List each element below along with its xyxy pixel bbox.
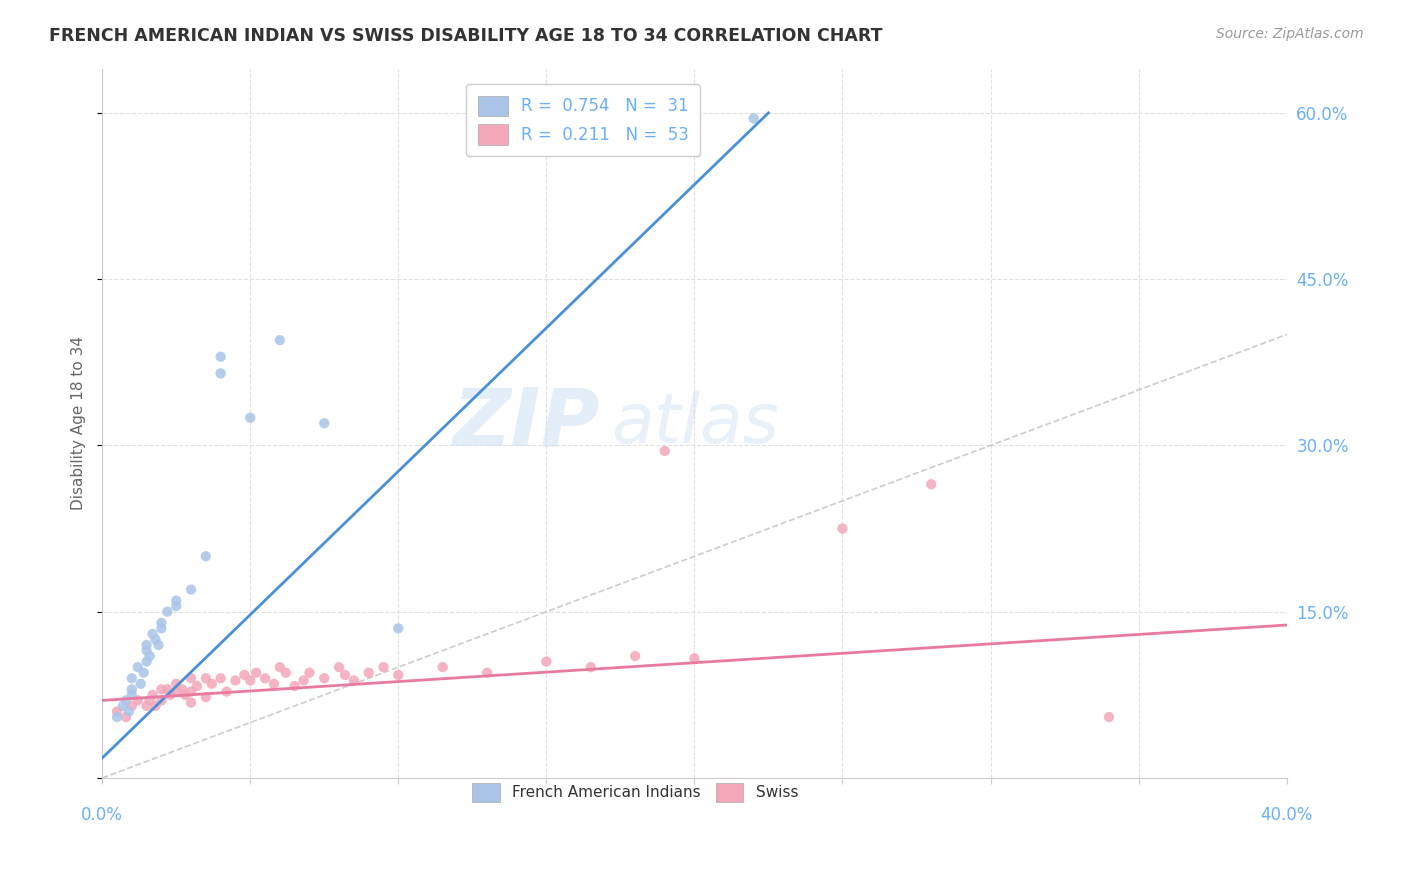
Point <box>357 665 380 680</box>
Point <box>127 660 149 674</box>
Point <box>284 679 307 693</box>
Point <box>156 605 179 619</box>
Point <box>373 660 395 674</box>
Point <box>239 410 262 425</box>
Point <box>156 682 179 697</box>
Text: 0.0%: 0.0% <box>82 806 124 824</box>
Point <box>263 677 285 691</box>
Point <box>105 705 128 719</box>
Point <box>579 660 602 674</box>
Point <box>145 698 167 713</box>
Point <box>314 671 336 685</box>
Point <box>135 698 157 713</box>
Text: atlas: atlas <box>612 390 779 457</box>
Point <box>121 682 143 697</box>
Point <box>343 673 366 688</box>
Text: FRENCH AMERICAN INDIAN VS SWISS DISABILITY AGE 18 TO 34 CORRELATION CHART: FRENCH AMERICAN INDIAN VS SWISS DISABILI… <box>49 27 883 45</box>
Point <box>121 671 143 685</box>
Text: 40.0%: 40.0% <box>1260 806 1313 824</box>
Point <box>1098 710 1121 724</box>
Point <box>135 643 157 657</box>
Point <box>172 682 194 697</box>
Point <box>118 705 141 719</box>
Point <box>333 668 356 682</box>
Point <box>135 655 157 669</box>
Point <box>150 693 173 707</box>
Point <box>328 660 350 674</box>
Point <box>233 668 256 682</box>
Point <box>165 677 187 691</box>
Point <box>194 690 217 704</box>
Point <box>180 696 202 710</box>
Point <box>129 677 152 691</box>
Point <box>831 522 853 536</box>
Point <box>115 693 138 707</box>
Point <box>624 648 647 663</box>
Point <box>239 673 262 688</box>
Point <box>209 350 232 364</box>
Point <box>432 660 454 674</box>
Point <box>121 688 143 702</box>
Point <box>314 417 336 431</box>
Point <box>194 549 217 564</box>
Point <box>292 673 315 688</box>
Point <box>145 632 167 647</box>
Point <box>150 682 173 697</box>
Point <box>536 655 558 669</box>
Point <box>105 710 128 724</box>
Point <box>274 665 297 680</box>
Point <box>135 638 157 652</box>
Legend: French American Indians, Swiss: French American Indians, Swiss <box>464 775 806 809</box>
Point <box>180 582 202 597</box>
Point <box>201 677 224 691</box>
Point <box>138 648 160 663</box>
Point <box>298 665 321 680</box>
Point <box>138 693 160 707</box>
Point <box>159 688 181 702</box>
Point <box>683 651 706 665</box>
Point <box>165 684 187 698</box>
Point <box>387 621 409 635</box>
Point <box>150 615 173 630</box>
Point <box>180 684 202 698</box>
Point <box>254 671 277 685</box>
Point <box>215 684 238 698</box>
Text: Source: ZipAtlas.com: Source: ZipAtlas.com <box>1216 27 1364 41</box>
Point <box>127 693 149 707</box>
Point <box>920 477 942 491</box>
Point <box>150 621 173 635</box>
Point <box>121 698 143 713</box>
Point <box>132 665 155 680</box>
Point <box>654 444 676 458</box>
Point <box>224 673 246 688</box>
Point <box>269 333 291 347</box>
Point <box>387 668 409 682</box>
Point <box>475 665 498 680</box>
Point <box>186 679 208 693</box>
Point <box>141 688 163 702</box>
Point <box>165 599 187 614</box>
Point <box>245 665 267 680</box>
Point <box>141 627 163 641</box>
Point <box>209 367 232 381</box>
Point <box>111 698 134 713</box>
Point <box>165 593 187 607</box>
Point <box>209 671 232 685</box>
Point <box>174 688 197 702</box>
Y-axis label: Disability Age 18 to 34: Disability Age 18 to 34 <box>72 336 86 510</box>
Point <box>269 660 291 674</box>
Text: ZIP: ZIP <box>453 384 599 462</box>
Point <box>180 671 202 685</box>
Point <box>115 710 138 724</box>
Point <box>148 638 170 652</box>
Point <box>194 671 217 685</box>
Point <box>742 112 765 126</box>
